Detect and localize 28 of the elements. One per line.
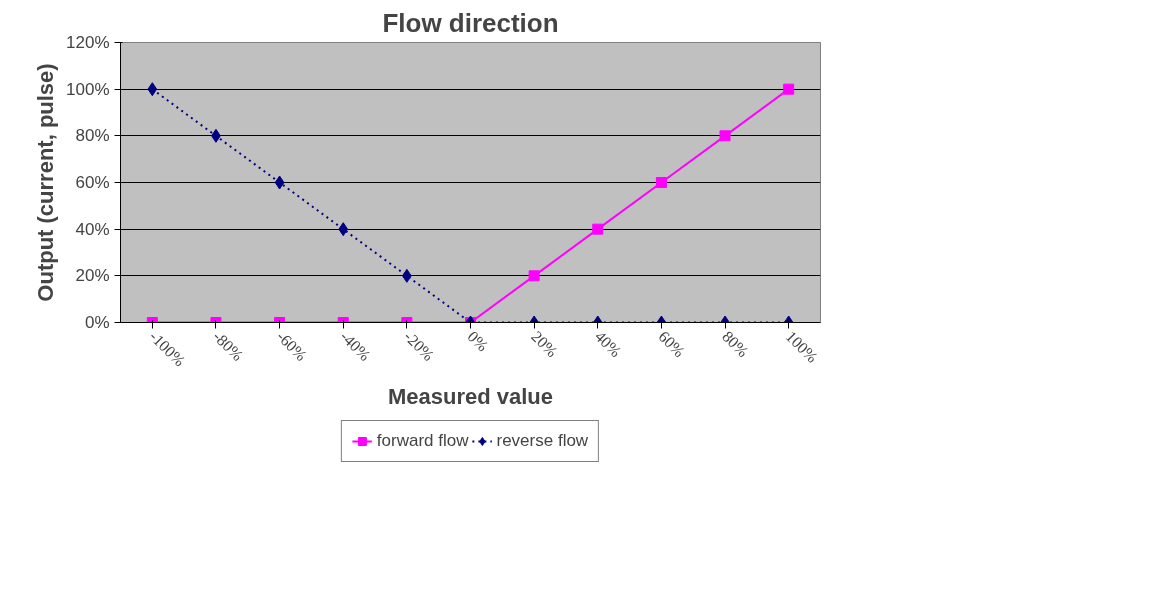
x-tick-label: -80%: [209, 327, 247, 365]
point: [338, 222, 349, 237]
point: [274, 175, 285, 190]
y-tick-label: 80%: [75, 126, 110, 146]
x-tick-label: 40%: [591, 327, 625, 361]
point: [719, 130, 731, 142]
y-tick-label: 120%: [66, 33, 110, 52]
x-tick-label: -20%: [400, 327, 438, 365]
x-tick-label: 20%: [528, 327, 561, 361]
point: [783, 83, 795, 95]
point: [655, 177, 667, 188]
legend-label: reverse flow: [496, 431, 589, 451]
x-tick-label: 0%: [464, 327, 492, 355]
x-tick-label: 60%: [655, 327, 689, 361]
x-axis-title: Measured value: [387, 383, 554, 409]
y-tick-label: 100%: [66, 79, 110, 99]
point: [147, 82, 158, 97]
legend-label: forward flow: [376, 431, 469, 451]
x-tick-label: 80%: [719, 327, 752, 361]
chart-title: Flow direction: [382, 7, 559, 38]
y-tick-label: 60%: [75, 173, 110, 192]
y-tick-label: 40%: [75, 219, 110, 239]
y-tick-label: 0%: [84, 313, 110, 332]
x-tick-label: -40%: [337, 327, 374, 365]
x-tick-label: -60%: [273, 327, 311, 365]
y-tick-label: 20%: [75, 266, 110, 286]
y-axis-title: Output (current, pulse): [33, 63, 59, 302]
point: [592, 223, 604, 235]
